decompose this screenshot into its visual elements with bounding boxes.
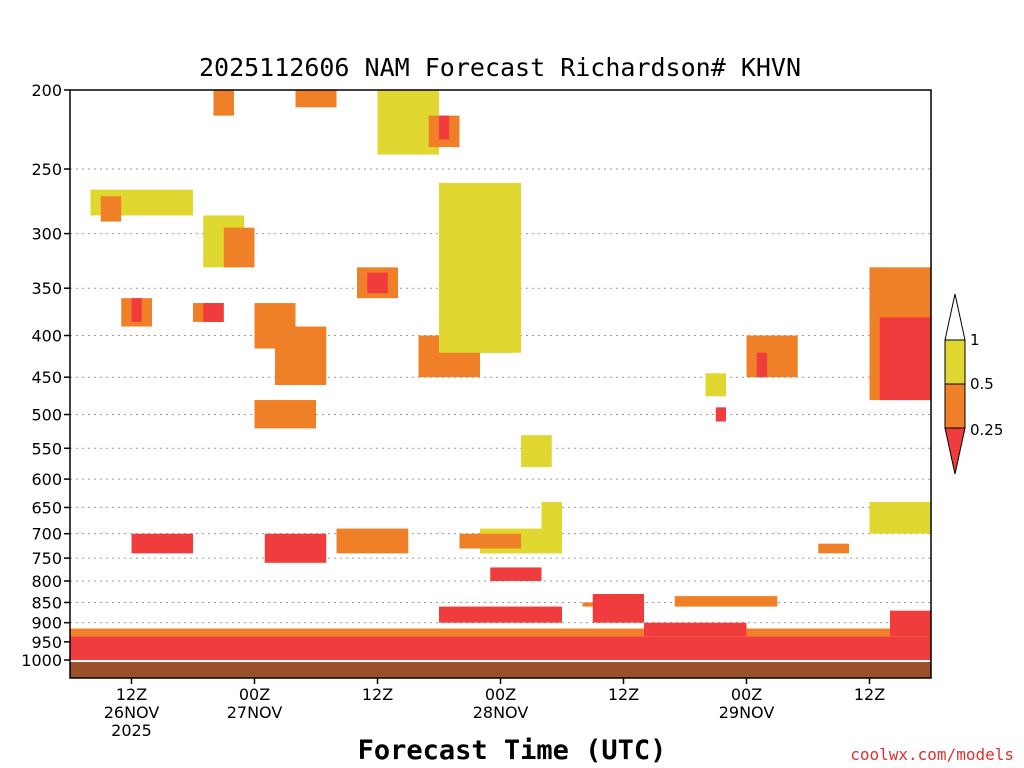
y-tick-label: 300 bbox=[31, 225, 62, 244]
x-axis-label: Forecast Time (UTC) bbox=[358, 735, 667, 766]
ri-cell bbox=[869, 501, 931, 534]
y-tick-label: 400 bbox=[31, 326, 62, 345]
ri-cell bbox=[890, 610, 931, 637]
plot-background bbox=[70, 90, 931, 678]
y-tick-label: 600 bbox=[31, 470, 62, 489]
x-tick-label: 00Z bbox=[239, 685, 270, 704]
y-tick-label: 900 bbox=[31, 614, 62, 633]
x-tick-label: 12Z bbox=[362, 685, 393, 704]
ri-cell bbox=[223, 227, 255, 268]
ri-cell bbox=[818, 543, 849, 554]
y-tick-label: 650 bbox=[31, 498, 62, 517]
colorbar-yellow-bin bbox=[944, 339, 966, 385]
ri-cell bbox=[592, 594, 644, 623]
y-tick-label: 200 bbox=[31, 81, 62, 100]
ri-cell bbox=[705, 373, 726, 397]
ri-cell bbox=[70, 636, 931, 660]
colorbar-bottom-triangle bbox=[944, 427, 966, 475]
colorbar-label-0-5: 0.5 bbox=[970, 375, 994, 393]
ri-cell bbox=[521, 435, 552, 468]
ri-cell bbox=[264, 533, 327, 563]
x-tick-label: 29NOV bbox=[719, 703, 775, 722]
richardson-cells bbox=[70, 90, 931, 660]
x-tick-label: 00Z bbox=[485, 685, 516, 704]
ri-cell bbox=[746, 335, 798, 378]
ground-layer bbox=[70, 662, 931, 678]
ri-cell bbox=[879, 317, 931, 401]
y-tick-label: 500 bbox=[31, 406, 62, 425]
ri-cell bbox=[756, 352, 767, 378]
x-tick-label: 12Z bbox=[854, 685, 885, 704]
y-tick-label: 800 bbox=[31, 572, 62, 591]
ri-cell bbox=[459, 533, 521, 549]
y-tick-label: 350 bbox=[31, 279, 62, 298]
y-tick-label: 950 bbox=[31, 633, 62, 652]
ri-cell bbox=[674, 596, 778, 607]
colorbar-top-triangle bbox=[944, 293, 966, 341]
x-tick-label: 2025 bbox=[111, 721, 152, 740]
ri-cell bbox=[213, 90, 234, 116]
colorbar-legend: 1 0.5 0.25 bbox=[944, 293, 1003, 475]
x-tick-label: 26NOV bbox=[104, 703, 160, 722]
ri-cell bbox=[490, 567, 542, 581]
source-credit: coolwx.com/models bbox=[850, 745, 1014, 764]
colorbar-orange-bin bbox=[944, 383, 966, 429]
ri-cell bbox=[439, 182, 521, 353]
chart-title: 2025112606 NAM Forecast Richardson# KHVN bbox=[199, 53, 801, 82]
ri-cell bbox=[715, 407, 726, 422]
x-tick-label: 12Z bbox=[116, 685, 147, 704]
ri-cell bbox=[367, 272, 388, 294]
ri-cell bbox=[275, 326, 327, 385]
x-tick-label: 28NOV bbox=[473, 703, 529, 722]
ri-cell bbox=[131, 298, 142, 322]
x-tick-label: 00Z bbox=[731, 685, 762, 704]
colorbar-label-1: 1 bbox=[970, 331, 980, 349]
ri-cell bbox=[439, 606, 562, 623]
ri-cell bbox=[439, 115, 450, 140]
y-tick-label: 450 bbox=[31, 368, 62, 387]
ri-cell bbox=[644, 622, 747, 637]
y-tick-label: 700 bbox=[31, 525, 62, 544]
ri-cell bbox=[131, 533, 193, 554]
ri-cell bbox=[254, 400, 316, 429]
ri-cell bbox=[203, 303, 224, 322]
x-tick-label: 27NOV bbox=[227, 703, 283, 722]
y-tick-label: 750 bbox=[31, 549, 62, 568]
ri-cell bbox=[541, 501, 562, 534]
y-tick-label: 550 bbox=[31, 439, 62, 458]
colorbar-label-0-25: 0.25 bbox=[970, 421, 1003, 439]
ri-cell bbox=[295, 90, 337, 108]
y-tick-label: 850 bbox=[31, 593, 62, 612]
y-tick-label: 250 bbox=[31, 160, 62, 179]
ri-cell bbox=[100, 196, 122, 222]
ri-cell bbox=[336, 528, 409, 554]
x-tick-label: 12Z bbox=[608, 685, 639, 704]
y-tick-label: 1000 bbox=[21, 651, 62, 670]
y-axis: 200 250 300 350 400 450 500 550 600 650 700 750 800 8… bbox=[21, 81, 70, 670]
plot-area bbox=[69, 89, 932, 679]
ri-cell bbox=[70, 628, 931, 637]
